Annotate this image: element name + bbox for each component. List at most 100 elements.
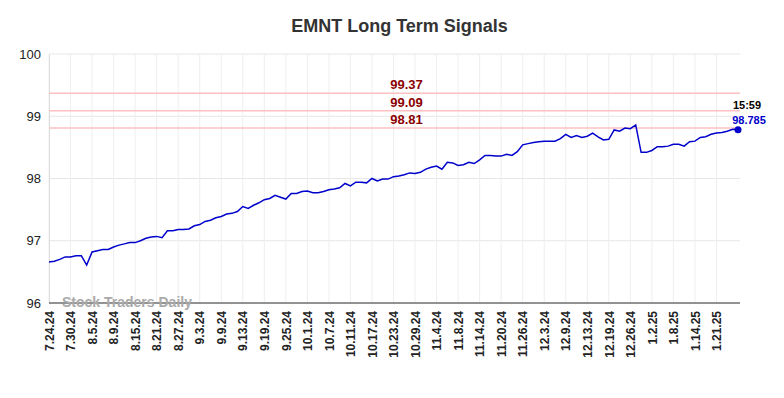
- grid-line: [501, 54, 502, 303]
- tick-label: 9.9.24: [215, 311, 229, 345]
- price-line: [49, 125, 738, 265]
- axis-line: [49, 55, 50, 304]
- grid-line: [264, 54, 265, 303]
- grid-line: [49, 54, 50, 303]
- grid-line: [479, 54, 480, 303]
- grid-line: [49, 240, 740, 241]
- tick-label: 10.17.24: [366, 311, 380, 358]
- grid-line: [135, 54, 136, 303]
- tick: 8.27.24: [172, 303, 186, 351]
- tick-label: 96: [27, 296, 41, 311]
- tick-label: 11.20.24: [495, 311, 509, 357]
- tick-label: 1.21.25: [710, 311, 724, 351]
- tick-label: 97: [27, 233, 41, 248]
- tick-label: 10.23.24: [387, 311, 401, 358]
- grid-line: [92, 54, 93, 303]
- chart: 96 97 98 99 100 7.24.24 7.30.24 8.5.24 8.9.24 8.1…: [0, 0, 784, 398]
- tick: 8.21.24: [150, 303, 164, 351]
- tick: 8.15.24: [129, 303, 143, 351]
- tick-label: 12.26.24: [624, 311, 638, 358]
- tick-label: 11.14.24: [473, 311, 487, 357]
- grid-line: [651, 54, 652, 303]
- grid-line: [458, 54, 459, 303]
- grid-line: [285, 54, 286, 303]
- tick-label: 9.19.24: [258, 311, 272, 351]
- tick-label: 12.13.24: [581, 311, 595, 358]
- tick: 7.30.24: [64, 303, 78, 351]
- title: EMNT Long Term Signals: [291, 16, 508, 36]
- tick: 11.8.24: [452, 303, 466, 350]
- tick: 12.13.24: [581, 303, 595, 358]
- watermark: Stock Traders Daily: [62, 294, 192, 310]
- grid-line: [694, 54, 695, 303]
- tick-label: 8.21.24: [150, 311, 164, 351]
- grid-line: [242, 54, 243, 303]
- tick: 12.19.24: [603, 303, 617, 358]
- grid-line: [608, 54, 609, 303]
- tick: 7.24.24: [43, 303, 57, 351]
- tick: 10.11.24: [344, 303, 358, 357]
- grid-line: [178, 54, 179, 303]
- tick: 11.14.24: [473, 303, 487, 357]
- tick: 12.3.24: [538, 303, 552, 351]
- tick: 9.13.24: [236, 303, 250, 351]
- tick-label: 99: [27, 109, 41, 124]
- tick-label: 12.3.24: [538, 311, 552, 351]
- grid-line: [565, 54, 566, 303]
- tick-label: 10.29.24: [409, 311, 423, 358]
- tick-label: 9.3.24: [193, 311, 207, 345]
- time-label: 15:59: [733, 99, 761, 111]
- tick-label: 98: [27, 171, 41, 186]
- tick-label: 10.7.24: [323, 311, 337, 351]
- tick: 9.3.24: [193, 303, 207, 344]
- grid-line: [630, 54, 631, 303]
- tick-label: 10.11.24: [344, 311, 358, 357]
- level-label: 98.81: [390, 112, 423, 127]
- tick: 9.19.24: [258, 303, 272, 351]
- tick-label: 11.26.24: [516, 311, 530, 357]
- grid-line: [49, 54, 740, 55]
- tick: 12.9.24: [559, 303, 573, 351]
- tick: 1.21.25: [710, 303, 724, 351]
- tick: 1.2.25: [646, 303, 660, 344]
- grid-line: [221, 54, 222, 303]
- tick: 10.23.24: [387, 303, 401, 358]
- grid-line: [350, 54, 351, 303]
- tick: 11.20.24: [495, 303, 509, 357]
- tick-label: 8.5.24: [86, 311, 100, 345]
- tick-label: 11.4.24: [430, 311, 444, 351]
- x-axis: 7.24.24 7.30.24 8.5.24 8.9.24 8.15.24 8.21.24…: [43, 303, 740, 358]
- tick: 9.9.24: [215, 303, 229, 344]
- tick: 10.29.24: [409, 303, 423, 358]
- tick-label: 100: [19, 47, 41, 62]
- plot: [49, 93, 742, 265]
- y-axis: 96 97 98 99 100: [19, 47, 49, 311]
- grid-line: [156, 54, 157, 303]
- tick-label: 9.25.24: [280, 311, 294, 351]
- grid-line: [49, 178, 740, 179]
- last-value-label: 98.785: [732, 114, 766, 126]
- tick-label: 11.8.24: [452, 311, 466, 351]
- grid-line: [436, 54, 437, 303]
- tick: 96: [27, 296, 49, 311]
- tick: 98: [27, 171, 49, 186]
- tick: 99: [27, 109, 49, 124]
- tick-label: 12.9.24: [559, 311, 573, 351]
- tick: 9.25.24: [280, 303, 294, 351]
- last-point: [735, 126, 742, 133]
- tick-label: 12.19.24: [603, 311, 617, 358]
- grid-line: [113, 54, 114, 303]
- grid-line: [199, 54, 200, 303]
- tick-label: 7.30.24: [64, 311, 78, 351]
- grid-line: [673, 54, 674, 303]
- grid: [49, 54, 740, 303]
- grid-line: [587, 54, 588, 303]
- grid-line: [544, 54, 545, 303]
- tick-label: 8.9.24: [107, 311, 121, 345]
- tick-label: 1.14.25: [689, 311, 703, 351]
- grid-line: [307, 54, 308, 303]
- tick-label: 10.1.24: [301, 311, 315, 351]
- tick: 11.26.24: [516, 303, 530, 357]
- tick: 97: [27, 233, 49, 248]
- tick-label: 8.15.24: [129, 311, 143, 351]
